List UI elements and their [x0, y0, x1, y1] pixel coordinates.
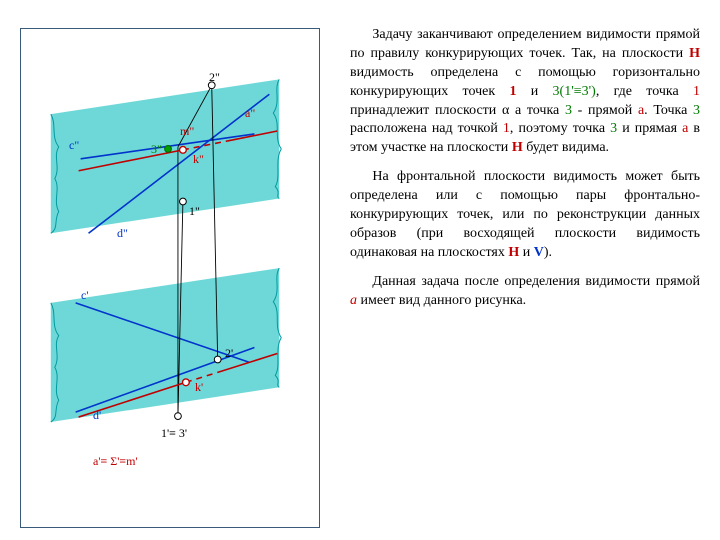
lbl-d-pp: d"	[117, 227, 128, 239]
diagram-svg	[21, 29, 319, 527]
lbl-k-p: k'	[195, 381, 203, 393]
body-text: Задачу заканчивают определением видимост…	[350, 26, 700, 320]
pt-3pp	[165, 145, 172, 152]
pt-1pp	[180, 198, 187, 205]
para-3: Данная задача после определения види­мос…	[350, 273, 700, 311]
lbl-k-pp: k"	[193, 153, 204, 165]
lbl-2pp: 2"	[209, 71, 220, 83]
lbl-13-p: 1'≡ 3'	[161, 427, 187, 439]
lbl-c-p: c'	[81, 289, 89, 301]
lbl-m-pp: m"	[180, 125, 194, 137]
para-1: Задачу заканчивают определением видимост…	[350, 26, 700, 158]
lbl-a-pp: a"	[245, 107, 255, 119]
diagram-frame: 2" a" m" c" 3" k" 1" d" c' 2' k' d' 1'≡ …	[20, 28, 320, 528]
lbl-d-p: d'	[93, 409, 101, 421]
lbl-1-pp: 1"	[189, 205, 200, 217]
para-2: На фронтальной плоскости видимость может…	[350, 168, 700, 262]
plane-top	[51, 79, 279, 233]
lbl-2-p: 2'	[225, 347, 233, 359]
lbl-asm: a'≡ Σ'≡m'	[93, 455, 138, 467]
lbl-c-pp: c"	[69, 139, 79, 151]
lbl-3-pp: 3"	[151, 143, 162, 155]
pt-13p	[175, 413, 182, 420]
pt-kp	[183, 379, 190, 386]
pt-kpp	[180, 146, 187, 153]
pt-2p	[214, 356, 221, 363]
